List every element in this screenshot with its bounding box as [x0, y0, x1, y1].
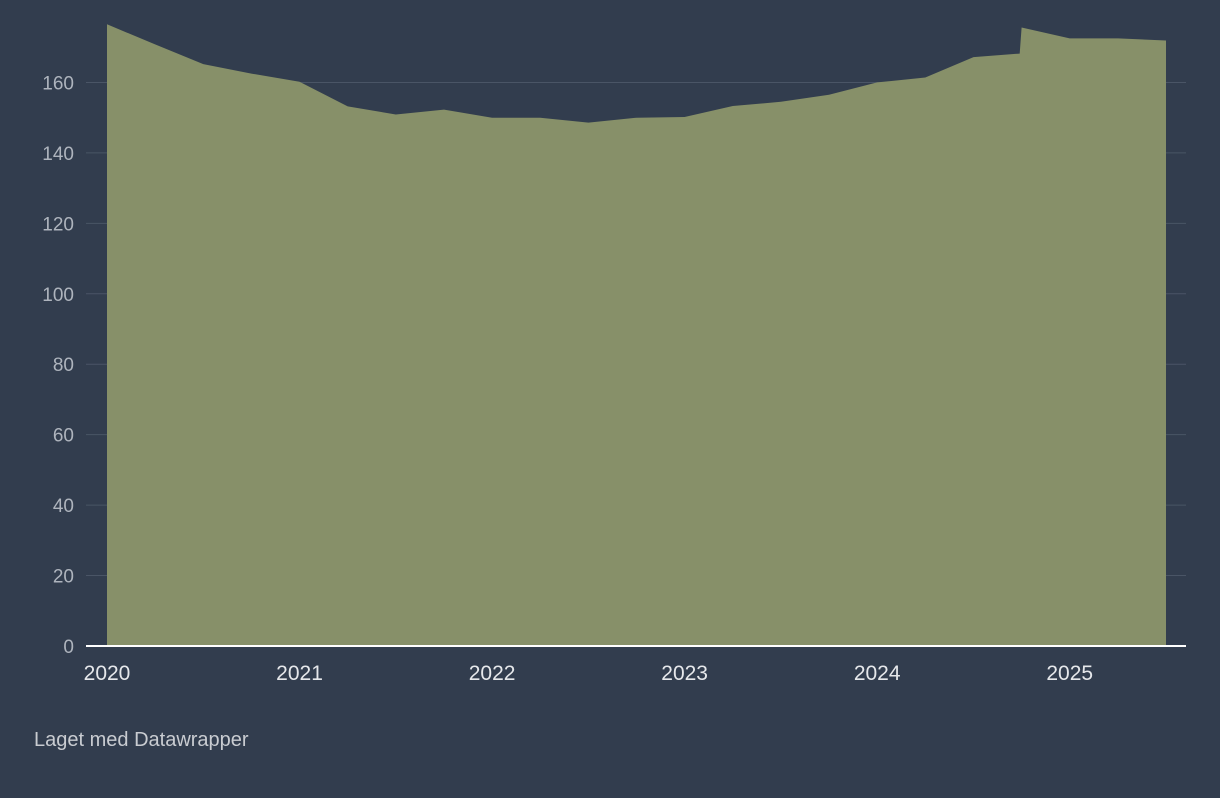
x-tick-label: 2024 — [854, 662, 901, 685]
area-series-0 — [107, 24, 1166, 647]
x-tick-label: 2021 — [276, 662, 323, 685]
y-tick-label: 20 — [53, 567, 74, 588]
y-tick-label: 40 — [53, 496, 74, 517]
y-tick-label: 60 — [53, 426, 74, 447]
axes: 0 20 40 60 80 100 120 140 160 2020 2021 2022 2023 202… — [42, 73, 1186, 685]
x-tick-label: 2022 — [469, 662, 516, 685]
y-tick-label: 80 — [53, 355, 74, 376]
x-tick-label: 2023 — [661, 662, 708, 685]
x-tick-label: 2025 — [1046, 662, 1093, 685]
y-tick-label: 140 — [42, 144, 74, 165]
x-tick-label: 2020 — [84, 662, 131, 685]
footer-credit: Laget med Datawrapper — [34, 729, 249, 751]
area-series — [107, 24, 1166, 647]
y-tick-label: 160 — [42, 73, 74, 94]
y-tick-label: 0 — [63, 637, 74, 658]
y-tick-label: 100 — [42, 285, 74, 306]
y-tick-label: 120 — [42, 214, 74, 235]
